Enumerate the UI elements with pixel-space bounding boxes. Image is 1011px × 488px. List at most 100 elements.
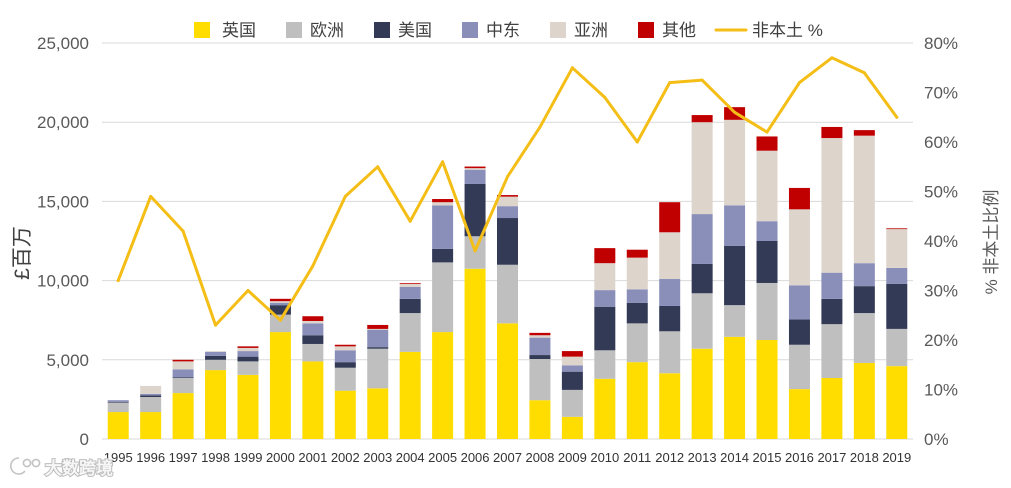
bar-uk-2009 [561,416,583,439]
line-point-2014 [733,110,737,114]
bar-middle-east-1997 [172,369,194,378]
x-tick-label-2008: 2008 [525,450,554,465]
bar-series-other [172,107,908,362]
y-tick-label: 25,000 [37,34,89,53]
legend-swatch-usa [374,22,390,38]
bar-europe-2012 [659,331,681,374]
bar-asia-2003 [367,328,389,330]
bar-middle-east-2001 [302,323,324,336]
bar-usa-2013 [691,263,713,294]
x-tick-label-1999: 1999 [234,450,263,465]
bar-series-europe [107,236,908,417]
bar-europe-2009 [561,389,583,417]
bar-uk-2016 [788,389,810,439]
bar-other-2012 [659,202,681,233]
bar-other-2000 [269,298,291,302]
bar-asia-2004 [399,283,421,287]
bar-uk-2013 [691,348,713,439]
bar-asia-2006 [464,168,486,170]
bar-asia-2019 [886,229,908,268]
line-point-1995 [116,279,120,283]
line-point-2007 [506,175,509,179]
bar-other-2016 [788,187,810,210]
line-series [116,56,899,327]
bar-europe-2018 [853,313,875,363]
y-tick-label: 0 [80,430,89,449]
x-tick-label-2019: 2019 [882,450,911,465]
bar-middle-east-2004 [399,286,421,299]
bar-other-2004 [399,282,421,284]
legend-label-uk: 英国 [222,21,256,40]
bar-europe-1996 [140,397,162,413]
line-point-1998 [214,323,218,327]
y2-tick-label: 30% [924,282,958,301]
bar-asia-2001 [302,320,324,324]
bar-asia-2017 [821,138,843,273]
x-tick-label-2018: 2018 [850,450,879,465]
x-tick-label-2010: 2010 [590,450,619,465]
line-point-2000 [278,318,282,322]
legend-swatch-asia [550,22,566,38]
bar-uk-1995 [107,412,129,439]
bar-europe-2005 [432,262,454,333]
line-point-2008 [538,125,542,129]
bar-middle-east-2010 [594,290,616,307]
bar-europe-2015 [756,282,778,340]
bar-europe-2010 [594,350,616,379]
legend-item-europe: 欧洲 [286,21,344,40]
bar-asia-1997 [172,361,194,370]
y2-tick-label: 20% [924,331,958,350]
bar-europe-2006 [464,236,486,269]
bar-europe-2016 [788,344,810,390]
x-tick-label-2004: 2004 [396,450,425,465]
bar-series-uk [107,268,908,439]
watermark-text: 大数跨境 [45,458,113,478]
x-tick-label-2007: 2007 [493,450,522,465]
bar-other-2006 [464,166,486,169]
line-point-2011 [635,140,639,144]
bar-other-2019 [886,228,908,230]
bar-usa-1999 [237,356,259,362]
bar-asia-2008 [529,335,551,338]
legend-item-usa: 美国 [374,21,432,40]
bar-other-2011 [626,249,648,258]
bar-usa-2007 [497,218,518,265]
x-tick-label-1997: 1997 [169,450,198,465]
x-tick-label-2013: 2013 [688,450,717,465]
bar-asia-2018 [853,135,875,264]
bar-europe-2017 [821,324,843,379]
bar-middle-east-1999 [237,351,259,357]
y-tick-label: 15,000 [37,192,89,211]
legend-item-non-domestic-pct: 非本土 % [714,21,823,40]
bar-middle-east-1996 [140,393,162,396]
bar-other-2001 [302,316,324,321]
bar-asia-2013 [691,122,713,215]
bar-other-1999 [237,346,259,348]
bar-europe-2014 [724,305,746,337]
bar-uk-2004 [399,351,421,439]
x-tick-label-2005: 2005 [428,450,457,465]
bar-asia-2012 [659,232,681,280]
line-point-2003 [376,165,380,169]
bar-asia-2011 [626,257,648,290]
bar-usa-2000 [269,305,291,315]
bar-asia-1996 [140,385,162,394]
x-tick-label-2006: 2006 [461,450,490,465]
legend-item-uk: 英国 [194,21,256,40]
bar-uk-2003 [367,388,389,439]
bar-usa-2006 [464,183,486,237]
bar-other-2007 [497,195,518,197]
line-point-2016 [797,81,801,85]
bar-asia-1998 [205,351,227,352]
watermark: 大数跨境 [10,457,114,479]
line-point-2015 [765,130,769,134]
bar-asia-2016 [788,209,810,286]
legend-label-non-domestic-pct: 非本土 % [752,21,823,40]
x-tick-label-2011: 2011 [623,450,651,465]
line-point-2017 [830,56,834,60]
bar-usa-1996 [140,395,162,398]
bar-europe-2003 [367,348,389,389]
bar-usa-2009 [561,371,583,390]
bar-asia-2007 [497,196,518,207]
